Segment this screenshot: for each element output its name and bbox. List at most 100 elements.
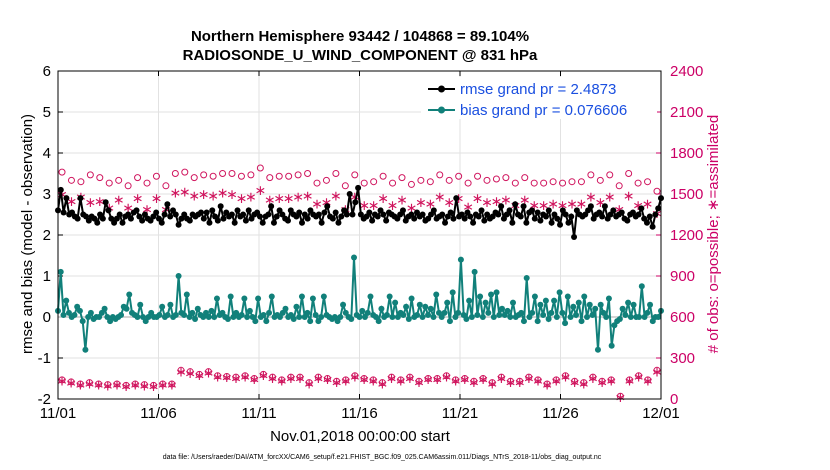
obs_assimilated_low-marker: ∗ [377, 376, 389, 392]
obs_possible-marker [445, 176, 453, 184]
bias-point [542, 297, 549, 304]
x-tick-labels: 11/01 11/06 11/11 11/16 11/21 11/26 12/01 [40, 405, 680, 422]
chart-title: Northern Hemisphere 93442 / 104868 = 89.… [191, 28, 529, 45]
obs_assimilated_low-marker: ∗ [358, 372, 370, 388]
bias-point [386, 293, 393, 300]
bias-point [134, 314, 141, 320]
bias-point [496, 311, 503, 318]
rmse-point [557, 221, 564, 228]
rmse-point [568, 213, 575, 220]
bias-point [583, 314, 590, 320]
obs_possible-marker [530, 179, 538, 187]
obs_possible-marker [634, 179, 642, 187]
bias-point [414, 311, 421, 318]
rmse-point [256, 213, 263, 220]
rmse-point [534, 209, 541, 216]
bias-point [575, 299, 582, 306]
obs_possible_low-marker [644, 376, 652, 384]
bias-point [266, 309, 273, 316]
obs_assimilated-marker: ∗ [623, 188, 635, 204]
obs_possible_low-marker [507, 377, 515, 385]
rmse-point [324, 203, 331, 210]
obs_possible_low-marker [140, 381, 148, 389]
bias-point [603, 314, 610, 320]
obs_possible_low-marker [214, 372, 222, 380]
obs_assimilated_low-marker: ∗ [139, 378, 151, 394]
obs_assimilated-marker: ∗ [547, 197, 559, 213]
bias-point [189, 309, 196, 316]
y-tick-label: 4 [43, 145, 51, 162]
bias-point [159, 303, 166, 310]
obs_possible_low-marker [204, 368, 212, 376]
right-y-axis-label: # of obs: o=possible; ∗=assimilated [705, 115, 722, 354]
obs_possible-marker [237, 172, 245, 180]
obs_possible-marker [351, 171, 359, 179]
obs_assimilated_low-marker: ∗ [322, 372, 334, 388]
rmse-point [209, 207, 216, 214]
bias-point [474, 311, 481, 318]
obs_possible-marker [86, 171, 94, 179]
obs_possible-marker [653, 187, 661, 195]
obs_possible_low-marker [607, 376, 615, 384]
obs_assimilated-marker: ∗ [576, 197, 588, 213]
bias-point [608, 342, 615, 349]
obs_assimilated_low-marker: ∗ [614, 390, 626, 406]
bias-point [356, 314, 363, 320]
obs_possible-marker [360, 179, 368, 187]
obs_assimilated-marker: ∗ [632, 198, 644, 214]
obs_assimilated-marker: ∗ [491, 194, 503, 210]
obs_assimilated_low-marker: ∗ [230, 371, 242, 387]
rmse-point [133, 207, 140, 214]
y-tick-label: -2 [38, 391, 51, 408]
rmse-point [335, 219, 342, 226]
bias-point [463, 316, 470, 323]
rmse-point [430, 207, 437, 214]
obs_assimilated-marker: ∗ [198, 187, 210, 203]
bias-point [625, 299, 632, 306]
bias-point [309, 295, 316, 302]
bias-point [348, 316, 355, 323]
bias-point [364, 309, 371, 316]
obs_assimilated-marker: ∗ [358, 198, 370, 214]
rmse-point [571, 234, 578, 241]
obs_possible-marker [171, 170, 179, 177]
obs_possible_low-marker [552, 376, 560, 384]
bias-point [383, 311, 390, 318]
bias-point [490, 314, 497, 320]
obs_assimilated-marker: ∗ [217, 186, 229, 202]
obs_possible-marker [304, 170, 312, 177]
bias-point [567, 314, 574, 320]
rmse-point [531, 215, 538, 222]
obs_assimilated-marker: ∗ [642, 197, 654, 213]
rmse-point [512, 201, 519, 208]
obs_possible_low-marker [296, 373, 304, 381]
rmse-point [60, 209, 67, 216]
right-y-tick-labels: 0 300 600 900 1200 1500 1800 2100 2400 [670, 63, 703, 408]
obs_possible-marker [540, 179, 548, 187]
bias-point [60, 311, 67, 318]
rmse-point [304, 215, 311, 222]
bias-point [320, 293, 327, 300]
rmse-point [646, 213, 653, 220]
obs_assimilated_low-marker: ∗ [166, 378, 178, 394]
obs_assimilated-marker: ∗ [377, 191, 389, 207]
obs_possible-marker [275, 172, 283, 180]
obs_assimilated-marker: ∗ [368, 198, 380, 214]
bias-point [268, 293, 275, 300]
obs_assimilated_low-marker: ∗ [523, 371, 535, 387]
obs_assimilated_low-marker: ∗ [431, 372, 443, 388]
rmse-point [203, 209, 210, 216]
rmse-point [349, 211, 356, 218]
rmse-point [161, 211, 168, 218]
obs_possible-marker [96, 174, 104, 182]
obs_possible-marker [606, 171, 614, 179]
obs_assimilated_low-marker: ∗ [267, 371, 279, 387]
right-y-tick-label: 2400 [670, 63, 703, 80]
bias-point [622, 311, 629, 318]
obs_assimilated-marker: ∗ [349, 190, 361, 206]
rmse-point [220, 215, 227, 222]
obs_assimilated_low-marker: ∗ [596, 375, 608, 391]
obs_assimilated-marker: ∗ [396, 192, 408, 208]
y-tick-label: 3 [43, 186, 51, 203]
obs_possible_low-marker [150, 381, 158, 389]
